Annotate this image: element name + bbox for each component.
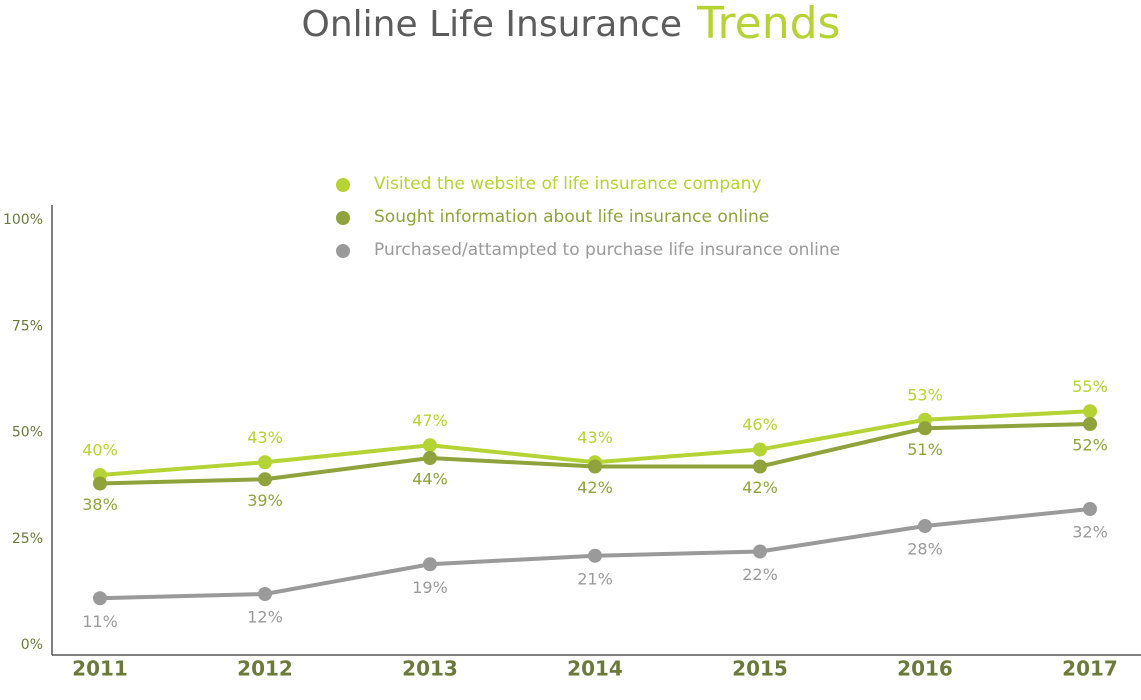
legend-marker bbox=[336, 178, 350, 192]
y-tick-label: 100% bbox=[3, 212, 43, 228]
data-label: 42% bbox=[742, 478, 778, 497]
data-label: 43% bbox=[577, 428, 613, 447]
data-point bbox=[918, 421, 932, 436]
title-accent: Trends bbox=[696, 0, 840, 49]
data-label: 28% bbox=[907, 540, 943, 559]
legend-label: Sought information about life insurance … bbox=[374, 207, 769, 227]
data-point bbox=[753, 442, 767, 457]
legend-label: Visited the website of life insurance co… bbox=[374, 174, 761, 194]
data-point bbox=[918, 519, 932, 533]
x-tick-label: 2011 bbox=[72, 657, 128, 681]
legend-marker bbox=[336, 211, 350, 225]
y-tick-label: 25% bbox=[12, 531, 43, 547]
y-tick-label: 75% bbox=[12, 318, 43, 334]
data-point bbox=[423, 438, 437, 453]
data-point bbox=[753, 459, 767, 474]
data-label: 46% bbox=[742, 415, 778, 434]
data-label: 22% bbox=[742, 565, 778, 584]
data-label: 11% bbox=[82, 612, 118, 631]
data-label: 32% bbox=[1072, 523, 1108, 542]
data-label: 39% bbox=[247, 491, 283, 510]
data-label: 40% bbox=[82, 441, 118, 460]
legend-marker bbox=[336, 244, 350, 258]
data-point bbox=[423, 557, 437, 572]
data-point bbox=[93, 476, 107, 491]
x-tick-label: 2013 bbox=[402, 657, 458, 681]
data-label: 12% bbox=[247, 608, 283, 627]
data-point bbox=[588, 548, 602, 563]
data-label: 43% bbox=[247, 428, 283, 447]
data-point bbox=[753, 544, 767, 559]
data-label: 53% bbox=[907, 385, 943, 404]
data-point bbox=[1083, 502, 1097, 516]
x-tick-label: 2017 bbox=[1062, 657, 1118, 681]
data-point bbox=[588, 459, 602, 474]
x-tick-label: 2016 bbox=[897, 657, 953, 681]
y-tick-label: 50% bbox=[12, 425, 43, 441]
x-tick-label: 2015 bbox=[732, 657, 788, 681]
data-point bbox=[1083, 417, 1097, 431]
data-label: 38% bbox=[82, 495, 118, 514]
title-main: Online Life Insurance bbox=[302, 4, 683, 45]
data-label: 21% bbox=[577, 569, 613, 588]
data-point bbox=[93, 591, 107, 606]
y-tick-label: 0% bbox=[21, 637, 43, 653]
data-label: 47% bbox=[412, 411, 448, 430]
data-point bbox=[258, 587, 272, 601]
x-tick-label: 2012 bbox=[237, 657, 293, 681]
legend-label: Purchased/attampted to purchase life ins… bbox=[374, 240, 840, 260]
data-point bbox=[258, 472, 272, 487]
data-point bbox=[258, 455, 272, 470]
x-tick-label: 2014 bbox=[567, 657, 623, 681]
data-label: 51% bbox=[907, 440, 943, 459]
data-label: 55% bbox=[1072, 377, 1108, 396]
data-point bbox=[423, 451, 437, 465]
data-point bbox=[1083, 404, 1097, 419]
chart-title: Online Life Insurance Trends bbox=[302, 0, 841, 49]
data-label: 19% bbox=[412, 578, 448, 597]
data-label: 44% bbox=[412, 470, 448, 489]
data-label: 42% bbox=[577, 478, 613, 497]
data-label: 52% bbox=[1072, 436, 1108, 455]
